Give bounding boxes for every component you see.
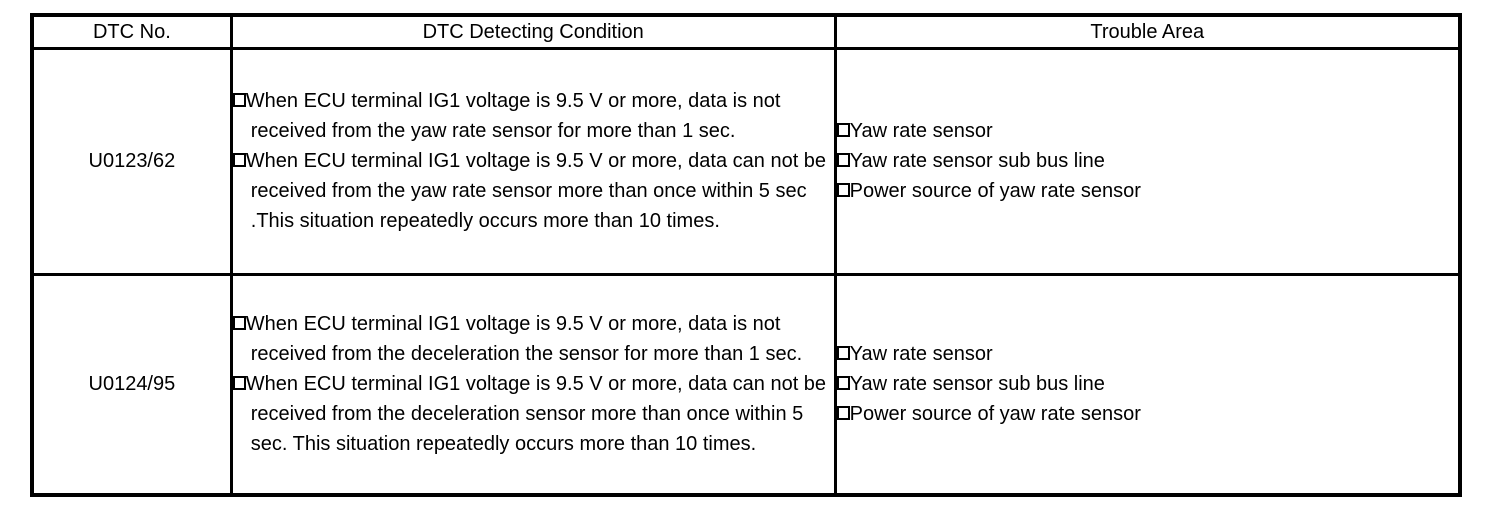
trouble-area-text: Yaw rate sensor sub bus line [849,373,1105,396]
square-bullet-icon [838,346,850,361]
trouble-area-text: Yaw rate sensor [849,343,993,366]
dtc-number-cell: U0123/62 [30,46,233,276]
trouble-area-cell: Yaw rate sensor Yaw rate sensor sub bus … [833,272,1462,497]
condition-item: When ECU terminal IG1 voltage is 9.5 V o… [234,309,832,369]
table-row: U0123/62 When ECU terminal IG1 voltage i… [30,46,1462,276]
square-bullet-icon [838,123,850,137]
trouble-area-item: Yaw rate sensor sub bus line [838,146,1457,176]
condition-text: When ECU terminal IG1 voltage is 9.5 V o… [245,373,827,456]
trouble-area-item: Power source of yaw rate sensor [838,399,1457,429]
square-bullet-icon [234,316,246,331]
header-detecting-condition: DTC Detecting Condition [229,13,837,50]
header-trouble-area: Trouble Area [833,13,1462,50]
trouble-area-text: Power source of yaw rate sensor [849,180,1141,202]
detecting-condition-cell: When ECU terminal IG1 voltage is 9.5 V o… [229,272,837,497]
trouble-area-item: Yaw rate sensor [838,339,1457,369]
trouble-area-cell: Yaw rate sensor Yaw rate sensor sub bus … [833,46,1462,276]
dtc-number-cell: U0124/95 [30,272,233,497]
square-bullet-icon [234,93,246,107]
trouble-area-text: Power source of yaw rate sensor [849,403,1141,426]
condition-text: When ECU terminal IG1 voltage is 9.5 V o… [245,150,827,232]
trouble-area-text: Yaw rate sensor [849,120,993,142]
trouble-area-item: Yaw rate sensor [838,116,1457,146]
dtc-number: U0124/95 [88,372,176,395]
header-dtc-no: DTC No. [30,13,233,50]
square-bullet-icon [838,183,850,197]
dtc-number: U0123/62 [88,149,176,172]
square-bullet-icon [838,153,850,167]
trouble-area-item: Yaw rate sensor sub bus line [838,369,1457,399]
condition-text: When ECU terminal IG1 voltage is 9.5 V o… [245,90,781,142]
detecting-condition-cell: When ECU terminal IG1 voltage is 9.5 V o… [229,46,837,276]
table-row: U0124/95 When ECU terminal IG1 voltage i… [30,272,1462,497]
trouble-area-text: Yaw rate sensor sub bus line [849,150,1105,172]
trouble-area-item: Power source of yaw rate sensor [838,176,1457,206]
dtc-table: DTC No. DTC Detecting Condition Trouble … [30,13,1462,497]
square-bullet-icon [234,376,246,391]
condition-item: When ECU terminal IG1 voltage is 9.5 V o… [234,86,832,146]
square-bullet-icon [234,153,246,167]
square-bullet-icon [838,406,850,421]
condition-item: When ECU terminal IG1 voltage is 9.5 V o… [234,146,832,236]
condition-item: When ECU terminal IG1 voltage is 9.5 V o… [234,369,832,459]
condition-text: When ECU terminal IG1 voltage is 9.5 V o… [245,313,803,366]
square-bullet-icon [838,376,850,391]
table-header-row: DTC No. DTC Detecting Condition Trouble … [30,13,1462,50]
